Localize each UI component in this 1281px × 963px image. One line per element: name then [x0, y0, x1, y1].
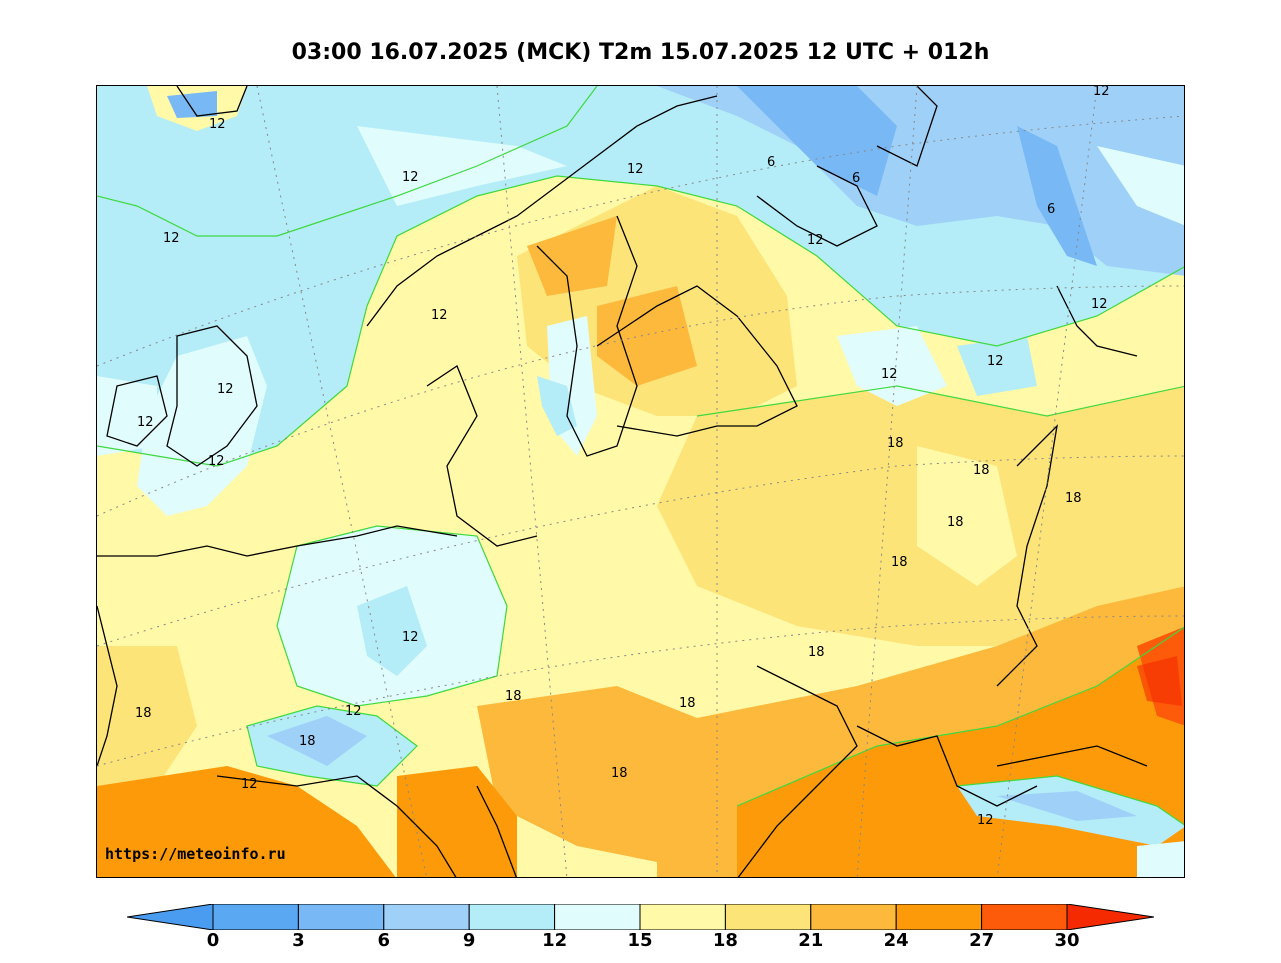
colorbar-bin	[895, 904, 983, 930]
contour-label: 12	[163, 231, 180, 246]
colorbar-tick-label: 3	[292, 930, 305, 951]
colorbar-tick-label: 18	[712, 930, 738, 951]
colorbar-tick-label: 15	[627, 930, 653, 951]
contour-label: 18	[973, 463, 990, 478]
contour-label: 18	[1065, 491, 1082, 506]
contour-label: 18	[299, 734, 316, 749]
contour-label: 18	[887, 436, 904, 451]
contour-label: 12	[881, 367, 898, 382]
contour-label: 12	[431, 308, 448, 323]
contour-label: 18	[808, 645, 825, 660]
colorbar-bin	[724, 904, 812, 930]
contour-label: 12	[1093, 86, 1110, 99]
contour-label: 12	[807, 233, 824, 248]
contour-label: 6	[767, 155, 775, 170]
contour-label: 18	[505, 689, 522, 704]
contour-label: 6	[1047, 202, 1055, 217]
colorbar-bin	[810, 904, 897, 930]
contour-label: 12	[402, 630, 419, 645]
temperature-map[interactable]: 12 12 12 12 12 12 12 12 12 12 12 12 12 1…	[96, 85, 1185, 878]
colorbar-tick-label: 0	[206, 930, 220, 951]
contour-label: 18	[135, 706, 152, 721]
colorbar-tick-label: 6	[377, 930, 391, 951]
contour-label: 12	[137, 415, 154, 430]
contour-label: 12	[208, 454, 225, 469]
colorbar-extend-high	[1066, 904, 1154, 930]
colorbar-tick-label: 24	[883, 930, 909, 951]
colorbar	[127, 904, 1154, 930]
contour-label: 12	[402, 170, 419, 185]
colorbar-extend-low	[127, 904, 214, 930]
contour-label: 12	[241, 777, 258, 792]
colorbar-tick-label: 30	[1054, 930, 1080, 951]
contour-label: 12	[345, 704, 362, 719]
colorbar-bin	[468, 904, 556, 930]
contour-label: 18	[891, 555, 908, 570]
colorbar-bin	[981, 904, 1068, 930]
colorbar-bin	[554, 904, 641, 930]
contour-label: 12	[1091, 297, 1108, 312]
contour-label: 18	[679, 696, 696, 711]
colorbar-tick-label: 27	[969, 930, 995, 951]
temperature-field: 12 12 12 12 12 12 12 12 12 12 12 12 12 1…	[97, 86, 1184, 877]
contour-label: 12	[627, 162, 644, 177]
colorbar-bin	[297, 904, 385, 930]
contour-label: 12	[987, 354, 1004, 369]
colorbar-bin	[212, 904, 299, 930]
contour-label: 6	[852, 171, 860, 186]
contour-label: 12	[977, 813, 994, 828]
colorbar-tick-label: 21	[798, 930, 824, 951]
colorbar-bins	[212, 904, 1068, 930]
contour-label: 18	[611, 766, 628, 781]
contour-label: 12	[217, 382, 234, 397]
contour-label: 12	[209, 117, 226, 132]
colorbar-tick-label: 9	[462, 930, 476, 951]
colorbar-bin	[639, 904, 726, 930]
source-watermark: https://meteoinfo.ru	[105, 845, 286, 863]
colorbar-bin	[383, 904, 470, 930]
colorbar-tick-label: 12	[542, 930, 568, 951]
contour-label: 18	[947, 515, 964, 530]
map-title: 03:00 16.07.2025 (MCK) T2m 15.07.2025 12…	[291, 40, 990, 65]
